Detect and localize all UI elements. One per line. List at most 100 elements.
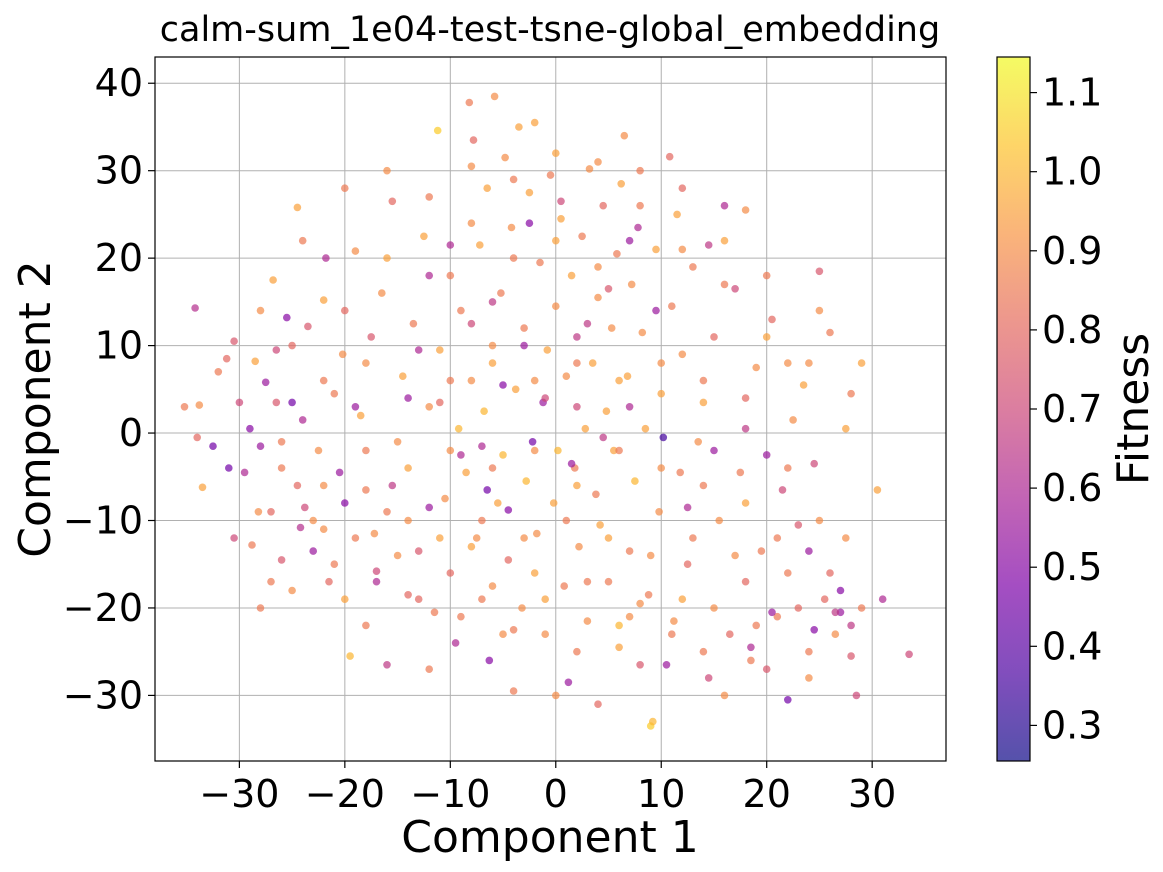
scatter-point — [293, 203, 302, 212]
scatter-point — [399, 372, 407, 381]
scatter-point — [747, 643, 755, 652]
x-tick-label: −10 — [410, 772, 490, 816]
scatter-point — [335, 468, 344, 477]
scatter-point — [602, 407, 611, 416]
scatter-point — [225, 464, 233, 472]
y-tick-label: −30 — [63, 673, 143, 717]
scatter-point — [657, 359, 665, 367]
scatter-point — [594, 700, 602, 708]
scatter-point — [362, 621, 370, 630]
scatter-point — [309, 516, 318, 525]
colorbar-tick-label: 1.1 — [1042, 71, 1102, 115]
scatter-point — [720, 201, 729, 210]
scatter-point — [564, 678, 573, 687]
scatter-point — [741, 394, 750, 402]
scatter-point — [230, 534, 238, 542]
scatter-point — [214, 368, 223, 376]
scatter-point — [494, 499, 502, 507]
scatter-point — [469, 136, 478, 144]
scatter-point — [573, 403, 581, 411]
scatter-point — [552, 236, 560, 245]
x-tick-label: 20 — [743, 772, 791, 816]
plot-background — [155, 57, 946, 761]
scatter-point — [552, 691, 560, 700]
scatter-point — [338, 350, 347, 359]
scatter-point — [446, 569, 455, 577]
scatter-point — [536, 258, 544, 267]
scatter-point — [414, 547, 423, 555]
scatter-point — [277, 556, 286, 564]
scatter-point — [617, 180, 625, 188]
scatter-point — [678, 595, 687, 603]
scatter-point — [773, 534, 782, 542]
scatter-point — [457, 451, 465, 459]
scatter-point — [319, 525, 328, 533]
scatter-point — [483, 486, 492, 494]
scatter-point — [518, 604, 526, 612]
scatter-point — [480, 407, 488, 416]
scatter-point — [288, 398, 296, 407]
scatter-point — [283, 313, 291, 322]
colorbar-label: Fitness — [1108, 333, 1159, 485]
scatter-point — [784, 696, 792, 704]
scatter-point — [530, 376, 539, 385]
scatter-point — [404, 516, 412, 525]
scatter-point — [768, 315, 776, 324]
scatter-point — [467, 542, 476, 551]
scatter-point — [831, 608, 840, 617]
scatter-point — [588, 359, 597, 367]
scatter-point — [604, 285, 613, 293]
scatter-point — [504, 506, 513, 514]
scatter-point — [641, 424, 650, 433]
scatter-point — [592, 490, 600, 499]
scatter-point — [594, 263, 602, 271]
scatter-point — [351, 534, 360, 542]
scatter-point — [446, 271, 455, 280]
scatter-point — [623, 372, 632, 381]
colorbar-tick-label: 1.0 — [1042, 150, 1102, 194]
scatter-point — [752, 621, 760, 630]
scatter-point — [298, 416, 307, 424]
scatter-point — [694, 438, 702, 446]
scatter-point — [525, 219, 534, 227]
scatter-point — [757, 547, 766, 555]
scatter-point — [607, 324, 616, 332]
scatter-point — [520, 534, 528, 542]
scatter-point — [436, 398, 444, 407]
y-tick-label: 10 — [95, 324, 143, 368]
colorbar-tick-label: 0.6 — [1042, 466, 1102, 510]
scatter-point — [356, 411, 365, 420]
scatter-point — [499, 451, 507, 459]
scatter-point — [567, 271, 576, 280]
scatter-point — [362, 446, 370, 455]
scatter-point — [583, 617, 592, 625]
scatter-point — [372, 577, 381, 586]
scatter-point — [762, 451, 771, 459]
scatter-point — [747, 656, 755, 665]
scatter-point — [488, 298, 497, 306]
scatter-point — [847, 652, 855, 660]
scatter-point — [741, 206, 750, 214]
scatter-point — [256, 442, 265, 451]
scatter-point — [341, 595, 349, 603]
scatter-point — [826, 569, 834, 577]
y-axis-ticks: −30 −20 −10 0 10 20 30 40 — [63, 61, 155, 717]
scatter-point — [699, 376, 708, 385]
scatter-point — [668, 302, 676, 311]
scatter-point — [596, 521, 604, 529]
scatter-point — [557, 197, 565, 206]
colorbar: 0.3 0.4 0.5 0.6 0.7 0.8 0.9 1.0 1.1 Fitness — [996, 56, 1159, 762]
scatter-point — [414, 346, 423, 354]
scatter-point — [383, 661, 391, 669]
scatter-point — [805, 547, 813, 555]
scatter-point — [309, 547, 318, 555]
scatter-point — [573, 647, 581, 656]
scatter-point — [433, 126, 442, 135]
scatter-point — [341, 499, 349, 507]
scatter-point — [620, 131, 629, 140]
x-axis-ticks: −30 −20 −10 0 10 20 30 — [199, 761, 896, 816]
scatter-point — [578, 232, 586, 241]
colorbar-tick-label: 0.8 — [1042, 308, 1102, 352]
scatter-point — [699, 398, 708, 407]
scatter-point — [627, 280, 636, 289]
